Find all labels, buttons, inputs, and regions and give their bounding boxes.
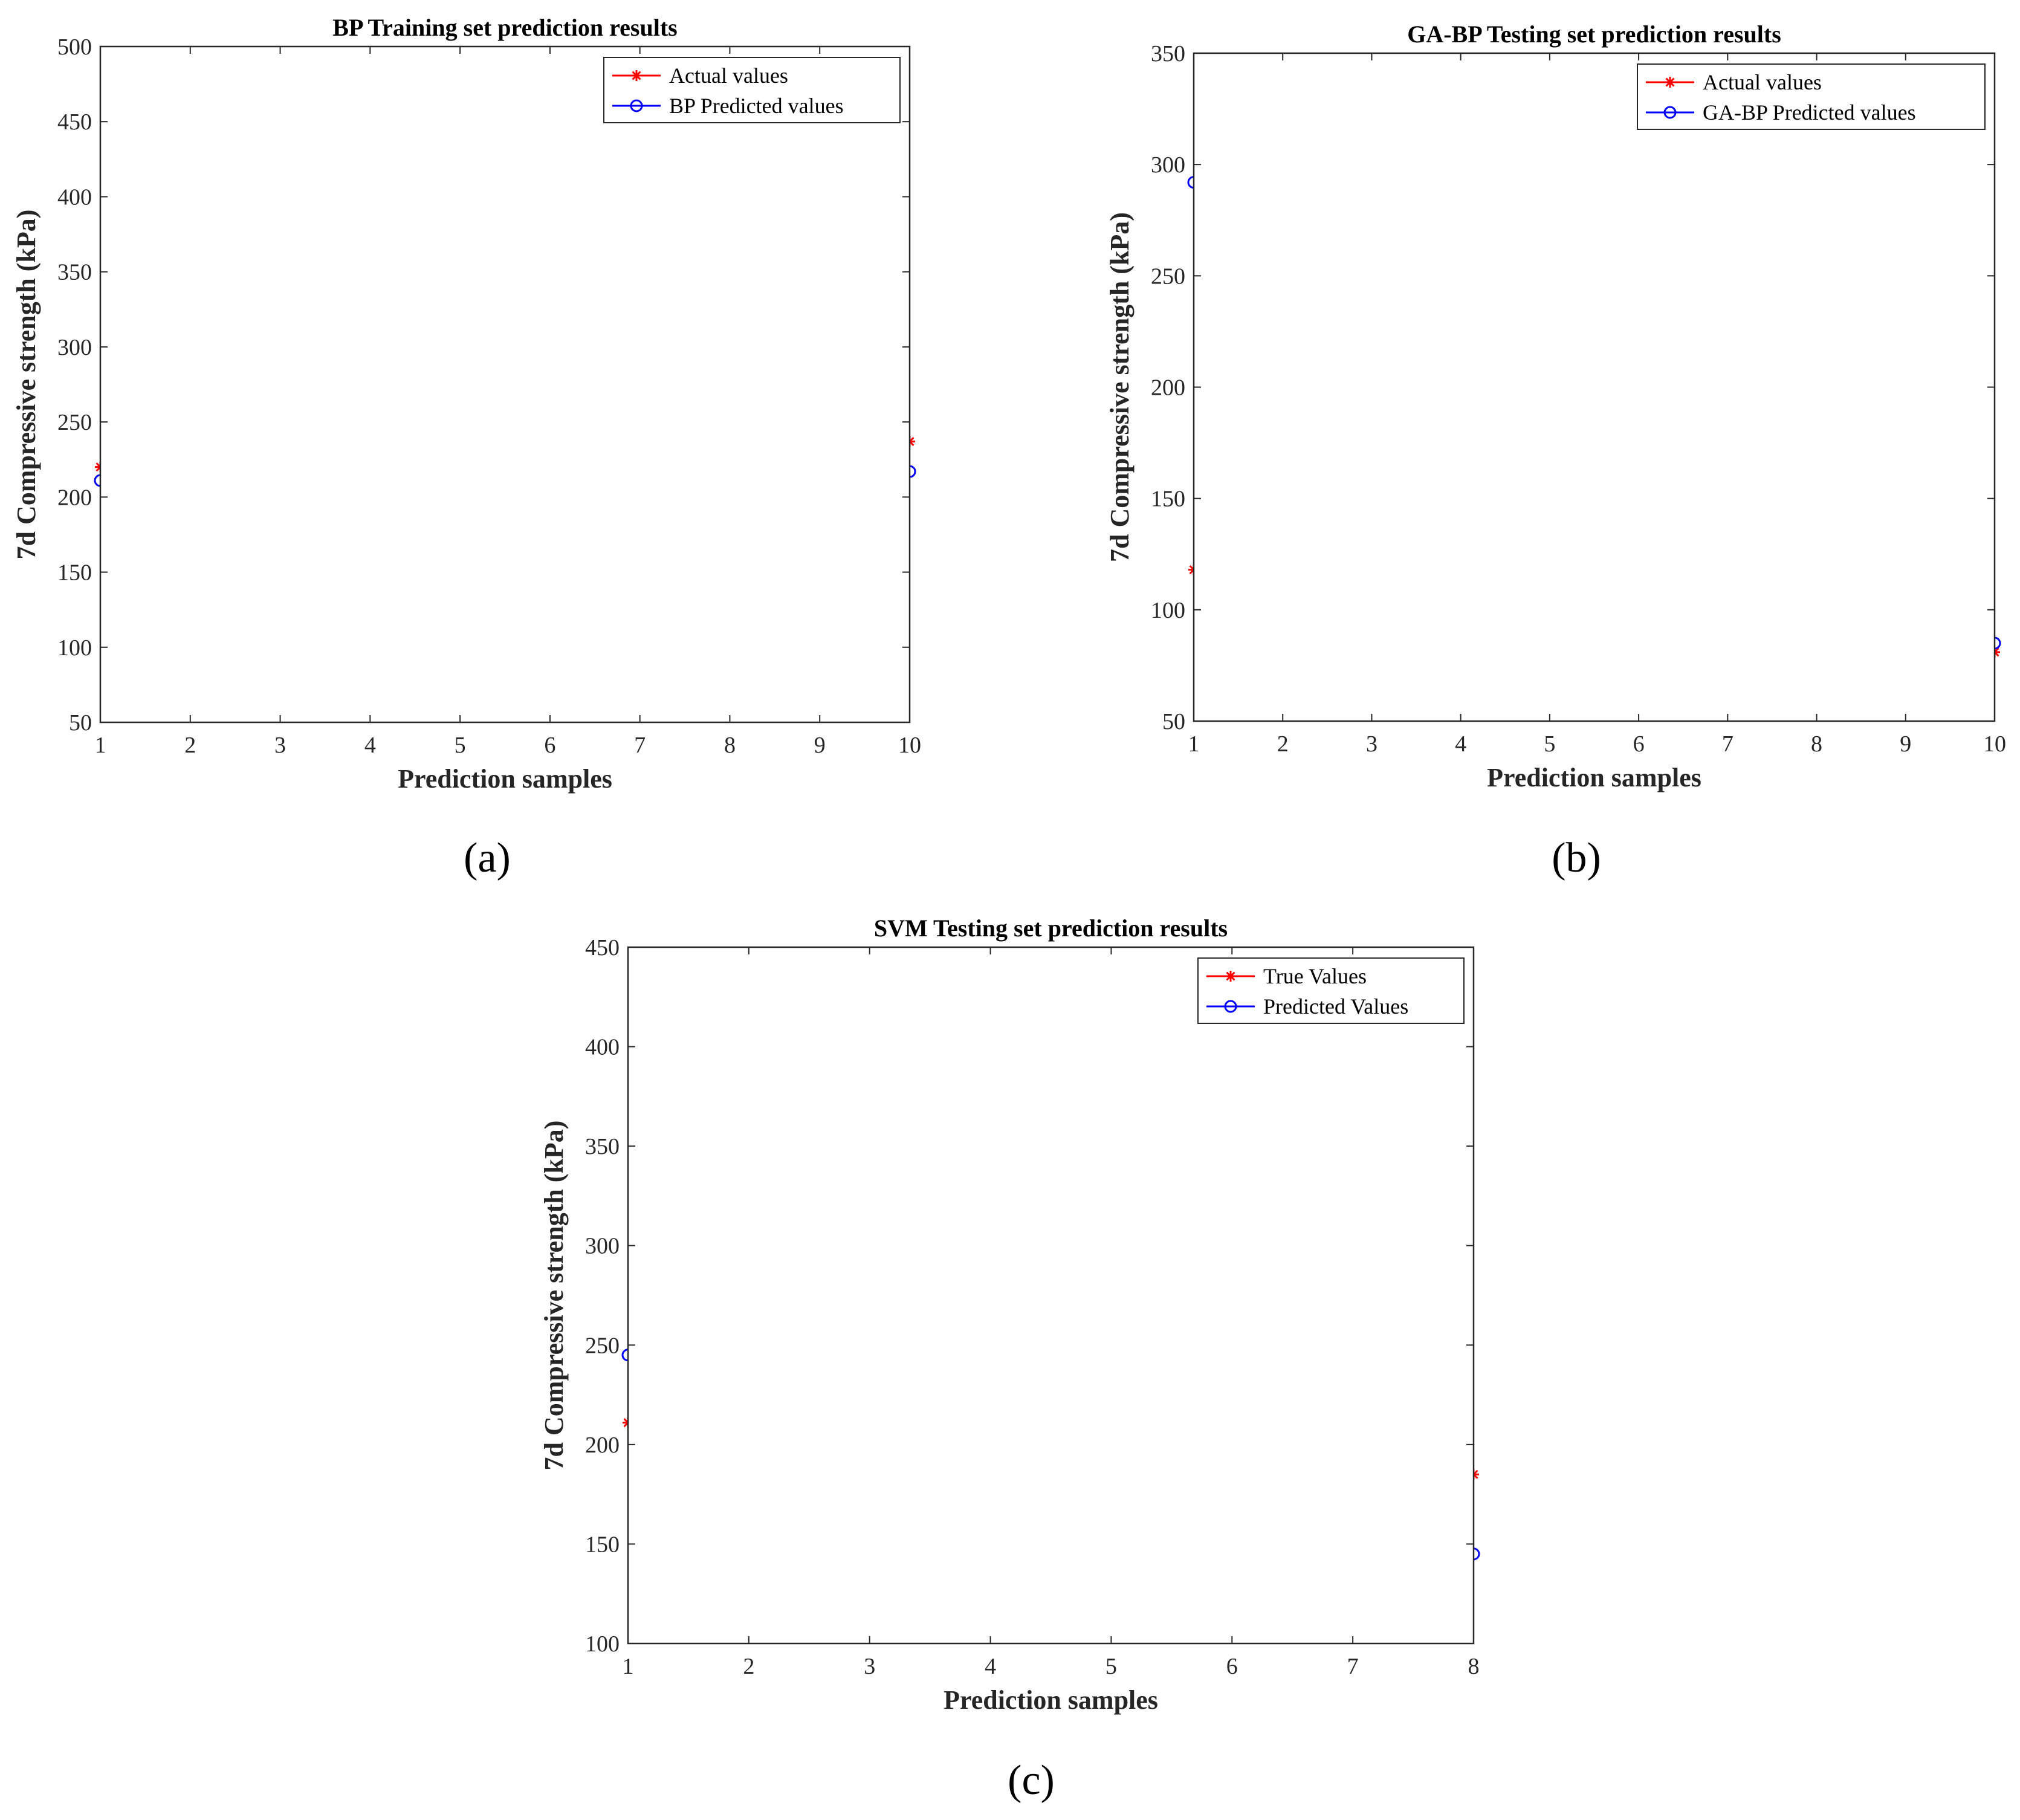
x-tick-label: 6	[1226, 1654, 1238, 1679]
y-tick-label: 150	[1151, 487, 1185, 512]
y-tick-label: 50	[69, 710, 92, 736]
legend-box	[603, 57, 901, 123]
y-tick-label: 350	[585, 1134, 620, 1159]
x-tick-label: 3	[274, 733, 286, 758]
panel-label: (b)	[1552, 835, 1601, 881]
y-tick-label: 200	[1151, 375, 1185, 401]
panel-label: (a)	[464, 835, 511, 881]
ticks: 1 2 3 4 5 6 7 8 9 10 50 100 150 200 250 300 350	[1151, 41, 2006, 757]
x-tick-label: 4	[985, 1654, 996, 1679]
legend-marker-predicted	[1224, 1000, 1237, 1013]
y-tick-label: 100	[585, 1631, 620, 1657]
chart-panel-a: 1 2 3 4 5 6 7 8 9 10 50 100 150 200 250 300 350 400 450 500…	[11, 14, 921, 881]
y-axis-label: 7d Compressive strength (kPa)	[11, 210, 41, 560]
legend-marker-predicted	[630, 99, 643, 112]
y-tick-label: 150	[585, 1532, 620, 1557]
x-tick-label: 8	[1468, 1654, 1480, 1679]
x-tick-label: 5	[1105, 1654, 1117, 1679]
x-tick-label: 9	[814, 733, 826, 758]
y-tick-label: 250	[57, 410, 92, 435]
x-tick-label: 2	[743, 1654, 754, 1679]
chart-title: BP Training set prediction results	[332, 14, 677, 41]
plot-area: 1 2 3 4 5 6 7 8 9 10 50 100 150 200 250 300 350 400 450 500	[57, 34, 921, 758]
y-tick-label: 150	[57, 560, 92, 586]
x-tick-label: 10	[1983, 731, 2006, 757]
x-tick-label: 5	[455, 733, 466, 758]
x-tick-label: 1	[95, 733, 106, 758]
y-tick-label: 450	[57, 109, 92, 135]
x-tick-label: 3	[1366, 731, 1377, 757]
y-axis-label: 7d Compressive strength (kPa)	[539, 1121, 569, 1471]
x-tick-label: 2	[184, 733, 196, 758]
plot-area: 1 2 3 4 5 6 7 8 9 10 50 100 150 200 250 300 350	[1151, 41, 2006, 757]
y-tick-label: 200	[57, 485, 92, 510]
legend-marker-predicted	[1663, 106, 1677, 119]
ticks: 1 2 3 4 5 6 7 8 100 150 200 250 300 350 400 450	[585, 935, 1480, 1679]
legend	[1637, 63, 1986, 130]
legend-marker-actual	[1665, 77, 1675, 88]
ticks: 1 2 3 4 5 6 7 8 9 10 50 100 150 200 250 300 350 400 450 500	[57, 34, 921, 758]
x-tick-label: 7	[634, 733, 646, 758]
y-tick-label: 100	[1151, 598, 1185, 623]
legend-entry-actual: True Values	[1263, 964, 1367, 988]
y-tick-label: 50	[1162, 709, 1185, 734]
x-tick-label: 4	[1455, 731, 1466, 757]
x-tick-label: 9	[1900, 731, 1911, 757]
x-tick-label: 8	[1811, 731, 1822, 757]
legend-entry-predicted: GA-BP Predicted values	[1703, 100, 1916, 125]
x-axis-label: Prediction samples	[1487, 763, 1701, 792]
legend-box	[1197, 957, 1465, 1024]
x-tick-label: 8	[724, 733, 736, 758]
y-tick-label: 300	[1151, 152, 1185, 178]
x-tick-label: 4	[364, 733, 376, 758]
legend-entry-predicted: Predicted Values	[1263, 994, 1408, 1018]
x-tick-label: 6	[544, 733, 555, 758]
plot-area: 1 2 3 4 5 6 7 8 100 150 200 250 300 350 400 450	[585, 935, 1480, 1679]
chart-title: GA-BP Testing set prediction results	[1407, 21, 1781, 48]
x-tick-label: 6	[1633, 731, 1645, 757]
y-tick-label: 400	[57, 184, 92, 210]
chart-panel-c: 1 2 3 4 5 6 7 8 100 150 200 250 300 350 400 450 SVM Test…	[539, 915, 1480, 1804]
y-tick-label: 500	[57, 34, 92, 60]
legend-entry-actual: Actual values	[1703, 70, 1822, 94]
y-tick-label: 450	[585, 935, 620, 960]
y-tick-label: 350	[1151, 41, 1185, 66]
y-tick-label: 250	[585, 1333, 620, 1358]
y-tick-label: 350	[57, 260, 92, 285]
legend-entry-predicted: BP Predicted values	[669, 94, 844, 118]
legend-marker-actual	[1225, 971, 1236, 982]
x-tick-label: 2	[1277, 731, 1289, 757]
y-axis-label: 7d Compressive strength (kPa)	[1105, 212, 1135, 562]
axes-frame	[99, 45, 911, 724]
y-tick-label: 200	[585, 1433, 620, 1458]
legend-marker-actual	[631, 70, 642, 81]
axes-frame	[627, 946, 1475, 1645]
y-tick-label: 100	[57, 635, 92, 661]
x-tick-label: 7	[1347, 1654, 1359, 1679]
legend-entry-actual: Actual values	[669, 63, 788, 88]
x-tick-label: 1	[1188, 731, 1200, 757]
chart-title: SVM Testing set prediction results	[874, 915, 1228, 942]
chart-panel-b: 1 2 3 4 5 6 7 8 9 10 50 100 150 200 250 300 350 GA-BP Tes…	[1105, 21, 2006, 881]
y-tick-label: 250	[1151, 264, 1185, 289]
y-tick-label: 300	[585, 1234, 620, 1259]
x-axis-label: Prediction samples	[398, 764, 612, 794]
x-tick-label: 7	[1722, 731, 1734, 757]
axes-frame	[1193, 52, 1996, 722]
legend-box	[1637, 63, 1986, 130]
legend	[603, 57, 901, 123]
x-tick-label: 3	[864, 1654, 875, 1679]
x-tick-label: 1	[623, 1654, 634, 1679]
y-tick-label: 300	[57, 335, 92, 360]
y-tick-label: 400	[585, 1035, 620, 1060]
x-axis-label: Prediction samples	[944, 1685, 1158, 1715]
x-tick-label: 10	[898, 733, 921, 758]
x-tick-label: 5	[1544, 731, 1555, 757]
panel-label: (c)	[1008, 1757, 1055, 1804]
legend	[1197, 957, 1465, 1024]
